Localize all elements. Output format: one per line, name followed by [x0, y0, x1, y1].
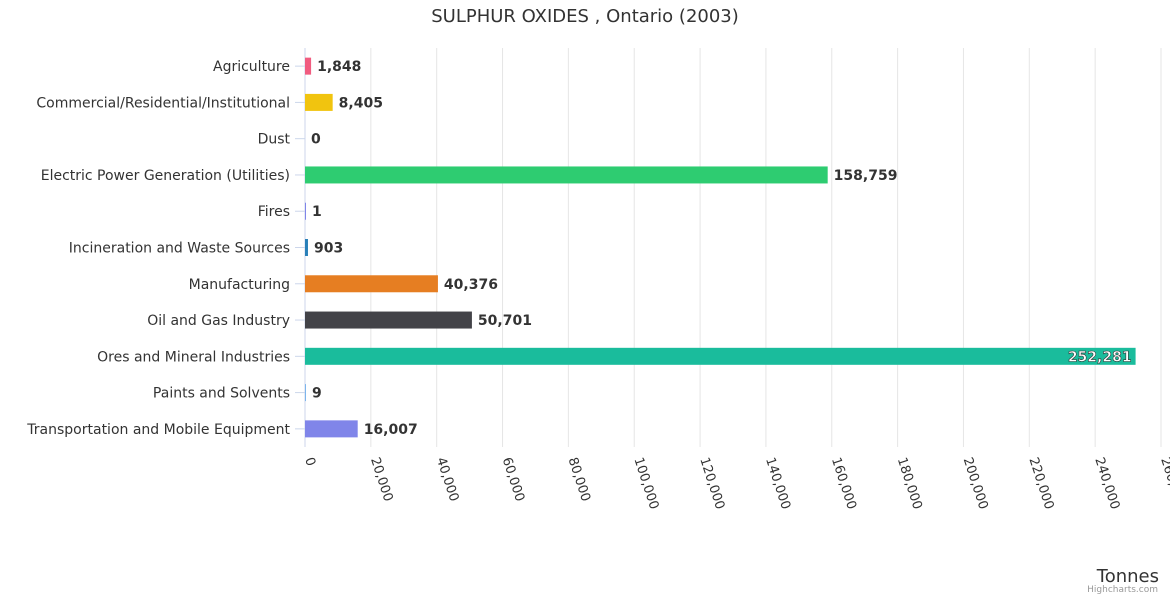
data-labels: 1,848 8,405 0 158,759 1 903 40,376 50,701 252,28… [311, 59, 1132, 438]
category-labels: Agriculture Commercial/Residential/Instit… [26, 59, 305, 438]
x-tick-label: 40,000 [433, 456, 461, 504]
data-label: 1,848 [317, 59, 361, 75]
bars [305, 57, 1136, 438]
category-label: Incineration and Waste Sources [69, 241, 290, 257]
data-label: 16,007 [364, 422, 418, 438]
x-tick-label: 60,000 [499, 456, 527, 504]
bar[interactable] [305, 347, 1136, 365]
category-label: Commercial/Residential/Institutional [36, 95, 290, 111]
x-tick-label: 20,000 [367, 456, 395, 504]
data-label: 40,376 [444, 277, 498, 293]
bar[interactable] [305, 239, 308, 256]
category-label: Ores and Mineral Industries [97, 349, 290, 365]
category-label: Oil and Gas Industry [147, 313, 290, 329]
bar[interactable] [305, 275, 438, 293]
x-tick-label: 160,000 [828, 456, 859, 512]
bar[interactable] [305, 166, 828, 184]
highcharts-credit[interactable]: Highcharts.com [1087, 585, 1158, 595]
x-tick-label: 140,000 [762, 456, 793, 512]
data-label: 50,701 [478, 313, 532, 329]
bar[interactable] [305, 311, 472, 329]
x-tick-label: 100,000 [630, 456, 661, 512]
x-tick-label: 260,000 [1157, 456, 1170, 512]
chart-title: SULPHUR OXIDES , Ontario (2003) [431, 6, 739, 27]
data-label: 1 [312, 204, 322, 220]
category-label: Agriculture [213, 59, 290, 75]
x-tick-label: 120,000 [696, 456, 727, 512]
category-label: Transportation and Mobile Equipment [26, 422, 290, 438]
data-label: 903 [314, 241, 343, 257]
category-label: Manufacturing [189, 277, 290, 293]
x-axis-ticks: 0 20,000 40,000 60,000 80,000 100,000 120,000 1… [301, 456, 1170, 512]
data-label: 9 [312, 386, 322, 402]
x-tick-label: 0 [301, 456, 318, 469]
category-label: Fires [258, 204, 290, 220]
x-tick-label: 240,000 [1091, 456, 1122, 512]
data-label: 0 [311, 132, 321, 148]
bar[interactable] [305, 93, 333, 111]
bar[interactable] [305, 420, 358, 438]
grid-lines [304, 48, 1162, 447]
x-tick-label: 220,000 [1026, 456, 1057, 512]
bar[interactable] [305, 57, 312, 75]
x-tick-label: 80,000 [565, 456, 593, 504]
value-axis-title: Tonnes [1096, 566, 1159, 587]
bar[interactable] [305, 202, 306, 220]
category-label: Paints and Solvents [153, 386, 290, 402]
data-label: 252,281 [1068, 349, 1132, 365]
data-label: 8,405 [339, 95, 383, 111]
category-label: Electric Power Generation (Utilities) [41, 168, 290, 184]
data-label: 158,759 [834, 168, 898, 184]
x-tick-label: 200,000 [960, 456, 991, 512]
category-label: Dust [258, 132, 291, 148]
bar[interactable] [305, 384, 306, 402]
x-tick-label: 180,000 [894, 456, 925, 512]
